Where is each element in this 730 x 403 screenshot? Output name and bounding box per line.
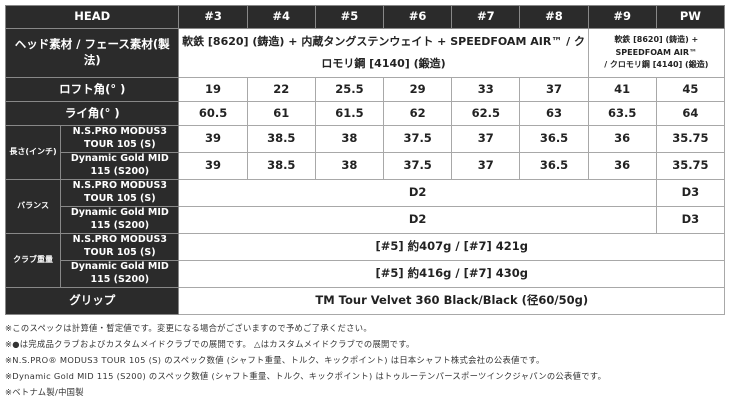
length-value: 35.75	[655, 152, 726, 180]
length-value: 36.5	[519, 152, 589, 180]
club-header: #7	[451, 5, 521, 29]
length-label: 長さ(インチ)	[4, 125, 62, 180]
material-9-pw: 軟鉄 [8620] (鋳造) + SPEEDFOAM AIR™ / クロモリ鋼 […	[587, 28, 726, 78]
weight-row: クラブ重量 N.S.PRO MODUS3 TOUR 105 (S) [#5] 約…	[4, 233, 725, 288]
length-value: 36.5	[519, 125, 589, 153]
grip-label: グリップ	[4, 287, 180, 315]
lie-value: 61	[246, 101, 316, 126]
club-header: #3	[178, 5, 248, 29]
shaft-label: Dynamic Gold MID 115 (S200)	[60, 206, 180, 234]
balance-label: バランス	[4, 179, 62, 234]
length-value: 36	[587, 125, 657, 153]
lie-value: 62.5	[451, 101, 521, 126]
loft-value: 33	[451, 77, 521, 102]
note: ※N.S.PRO® MODUS3 TOUR 105 (S) のスペック数値 (シ…	[5, 355, 545, 365]
length-value: 36	[587, 152, 657, 180]
shaft-label: Dynamic Gold MID 115 (S200)	[60, 152, 180, 180]
grip-row: グリップ TM Tour Velvet 360 Black/Black (径60…	[4, 287, 725, 315]
balance-value: D2	[178, 206, 657, 234]
club-header: #9	[587, 5, 657, 29]
balance-pw: D3	[655, 179, 726, 207]
loft-label: ロフト角(° )	[4, 77, 180, 102]
lie-value: 61.5	[314, 101, 385, 126]
loft-value: 19	[178, 77, 248, 102]
club-header: #8	[519, 5, 589, 29]
lie-label: ライ角(° )	[4, 101, 180, 126]
lie-value: 62	[383, 101, 453, 126]
lie-row: ライ角(° ) 60.5 61 61.5 62 62.5 63 63.5 64	[4, 101, 726, 126]
length-row: 長さ(インチ) N.S.PRO MODUS3 TOUR 105 (S) 39 38…	[4, 125, 726, 180]
length-value: 37	[451, 152, 521, 180]
length-value: 37.5	[383, 125, 453, 153]
club-header: PW	[655, 5, 726, 29]
shaft-label: N.S.PRO MODUS3 TOUR 105 (S)	[60, 179, 180, 207]
balance-row: Dynamic Gold MID 115 (S200) D2 D3	[6, 206, 726, 234]
length-value: 38.5	[246, 152, 316, 180]
header-row: HEAD #3 #4 #5 #6 #7 #8 #9 PW	[4, 5, 726, 29]
length-value: 37	[451, 125, 521, 153]
spec-table: HEAD #3 #4 #5 #6 #7 #8 #9 PW ヘッド素材 / フェー…	[4, 5, 726, 315]
shaft-label: N.S.PRO MODUS3 TOUR 105 (S)	[60, 125, 180, 153]
shaft-label: Dynamic Gold MID 115 (S200)	[60, 260, 180, 288]
note: ※Dynamic Gold MID 115 (S200) のスペック数値 (シャ…	[5, 371, 607, 381]
lie-value: 64	[655, 101, 726, 126]
head-label: HEAD	[4, 5, 180, 29]
note: ※ベトナム製/中国製	[5, 387, 84, 397]
length-value: 38	[314, 152, 385, 180]
loft-value: 22	[246, 77, 316, 102]
material-row: ヘッド素材 / フェース素材(製法) 軟鉄 [8620] (鋳造) + 内蔵タン…	[4, 28, 726, 78]
lie-value: 63	[519, 101, 589, 126]
loft-value: 25.5	[314, 77, 385, 102]
club-header: #5	[314, 5, 385, 29]
material-9-pw-line2: / クロモリ鋼 [4140] (鍛造)	[604, 60, 709, 70]
notes: ※このスペックは計算値・暫定値です。変更になる場合がございますので予めご了承くだ…	[5, 320, 606, 400]
lie-value: 63.5	[587, 101, 657, 126]
weight-row: Dynamic Gold MID 115 (S200) [#5] 約416g /…	[6, 260, 725, 288]
grip-value: TM Tour Velvet 360 Black/Black (径60/50g)	[178, 287, 725, 315]
material-label: ヘッド素材 / フェース素材(製法)	[4, 28, 180, 78]
length-row: Dynamic Gold MID 115 (S200) 39 38.5 38 37.5…	[6, 152, 726, 180]
loft-row: ロフト角(° ) 19 22 25.5 29 33 37 41 45	[4, 77, 726, 102]
length-value: 39	[178, 125, 248, 153]
material-main: 軟鉄 [8620] (鋳造) + 内蔵タングステンウェイト + SPEEDFOA…	[178, 28, 589, 78]
balance-value: D2	[178, 179, 657, 207]
length-value: 35.75	[655, 125, 726, 153]
note: ※このスペックは計算値・暫定値です。変更になる場合がございますので予めご了承くだ…	[5, 323, 372, 333]
length-value: 38.5	[246, 125, 316, 153]
weight-label: クラブ重量	[4, 233, 62, 288]
length-value: 38	[314, 125, 385, 153]
weight-value: [#5] 約407g / [#7] 421g	[178, 233, 725, 261]
lie-value: 60.5	[178, 101, 248, 126]
loft-value: 29	[383, 77, 453, 102]
balance-pw: D3	[655, 206, 726, 234]
club-header: #4	[246, 5, 316, 29]
shaft-label: N.S.PRO MODUS3 TOUR 105 (S)	[60, 233, 180, 261]
loft-value: 45	[655, 77, 726, 102]
loft-value: 41	[587, 77, 657, 102]
length-value: 37.5	[383, 152, 453, 180]
note: ※●は完成品クラブおよびカスタムメイドクラブでの展開です。 △はカスタムメイドク…	[5, 339, 415, 349]
length-value: 39	[178, 152, 248, 180]
loft-value: 37	[519, 77, 589, 102]
club-header: #6	[383, 5, 453, 29]
material-9-pw-line1: 軟鉄 [8620] (鋳造) + SPEEDFOAM AIR™	[614, 34, 699, 57]
weight-value: [#5] 約416g / [#7] 430g	[178, 260, 725, 288]
balance-row: バランス N.S.PRO MODUS3 TOUR 105 (S) D2 D3	[4, 179, 726, 234]
